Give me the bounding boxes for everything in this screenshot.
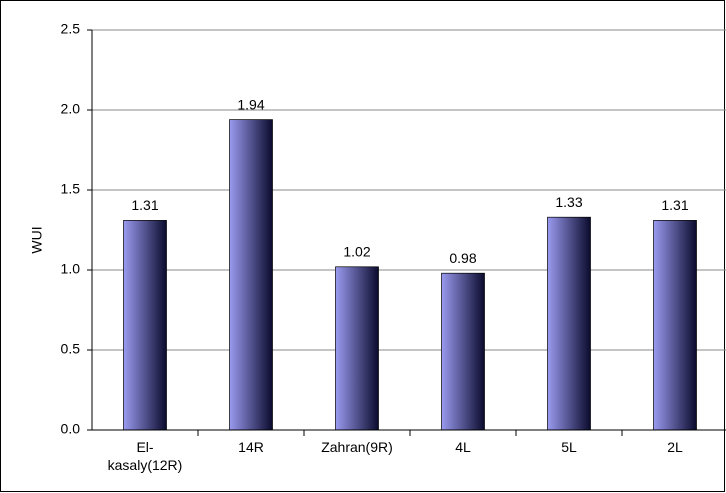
y-tick-label: 1.0 bbox=[61, 261, 81, 277]
x-tick-label: 14R bbox=[238, 439, 264, 455]
bar bbox=[547, 216, 591, 431]
data-label: 0.98 bbox=[449, 250, 476, 266]
bar bbox=[335, 266, 379, 431]
data-label: 1.02 bbox=[343, 244, 370, 260]
bar bbox=[653, 220, 697, 431]
y-tick-label: 2.5 bbox=[61, 21, 81, 37]
data-label: 1.94 bbox=[237, 96, 264, 112]
data-label: 1.31 bbox=[661, 197, 688, 213]
x-tick-label: El-kasaly(12R) bbox=[107, 439, 183, 473]
x-tick-label: 2L bbox=[667, 439, 683, 455]
data-label: 1.33 bbox=[555, 194, 582, 210]
data-label: 1.31 bbox=[131, 197, 158, 213]
y-tick-label: 0.5 bbox=[61, 341, 81, 357]
bar bbox=[123, 220, 167, 431]
bar bbox=[441, 272, 485, 431]
x-tick-label: 5L bbox=[561, 439, 577, 455]
y-tick-label: 0.0 bbox=[61, 421, 81, 437]
x-tick-label: 4L bbox=[455, 439, 471, 455]
x-tick-label: Zahran(9R) bbox=[321, 439, 393, 455]
y-tick-label: 1.5 bbox=[61, 181, 81, 197]
bar bbox=[229, 119, 273, 431]
y-tick-label: 2.0 bbox=[61, 101, 81, 117]
y-axis-label: WUI bbox=[29, 226, 45, 253]
